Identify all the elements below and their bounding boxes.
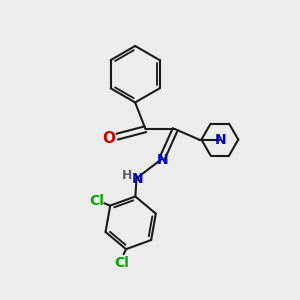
Text: N: N — [214, 133, 226, 147]
Text: N: N — [131, 172, 143, 186]
Text: Cl: Cl — [89, 194, 104, 208]
Text: Cl: Cl — [114, 256, 129, 270]
Text: O: O — [103, 130, 116, 146]
Text: N: N — [157, 153, 168, 167]
Text: H: H — [122, 169, 132, 182]
